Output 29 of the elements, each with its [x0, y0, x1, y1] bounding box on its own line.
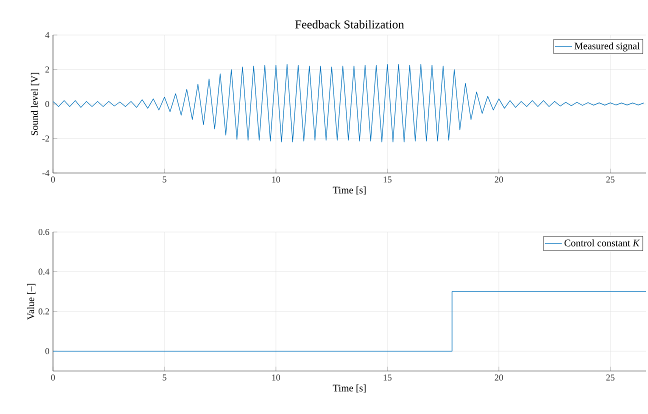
x-tick-label: 5: [162, 374, 166, 380]
x-tick-label: 15: [384, 374, 392, 381]
y-tick-label: 2: [45, 66, 49, 72]
legend-label: Measured signal: [574, 42, 640, 52]
x-tick-label: 10: [272, 176, 280, 183]
legend-label: Control constant K: [564, 239, 640, 246]
y-tick-label: 0.6: [38, 228, 50, 236]
y-tick-label: -2: [42, 136, 49, 142]
y-tick-label: -4: [42, 170, 50, 176]
x-tick-label: 25: [606, 374, 614, 381]
x-axis-title: Time [s]: [332, 186, 366, 195]
y-tick-label: 0: [45, 100, 50, 108]
x-tick-label: 5: [162, 176, 166, 182]
y-axis-title: Value [–]: [27, 284, 36, 320]
line-series: [52, 64, 644, 142]
y-tick-label: 0.4: [38, 268, 50, 275]
y-tick-label: 4: [45, 32, 50, 38]
y-tick-label: 0.2: [38, 308, 49, 314]
x-tick-label: 25: [606, 176, 614, 183]
x-tick-label: 15: [384, 176, 392, 183]
x-tick-label: 20: [494, 176, 504, 183]
chart-title: Feedback Stabilization: [295, 20, 404, 28]
x-tick-label: 20: [494, 374, 504, 381]
x-axis-title: Time [s]: [332, 384, 366, 393]
x-tick-label: 10: [272, 374, 280, 381]
y-tick-label: 0: [45, 348, 50, 354]
y-axis-title: Sound level [V]: [30, 72, 40, 136]
x-tick-label: 0: [51, 176, 55, 183]
x-tick-label: 0: [51, 374, 55, 381]
